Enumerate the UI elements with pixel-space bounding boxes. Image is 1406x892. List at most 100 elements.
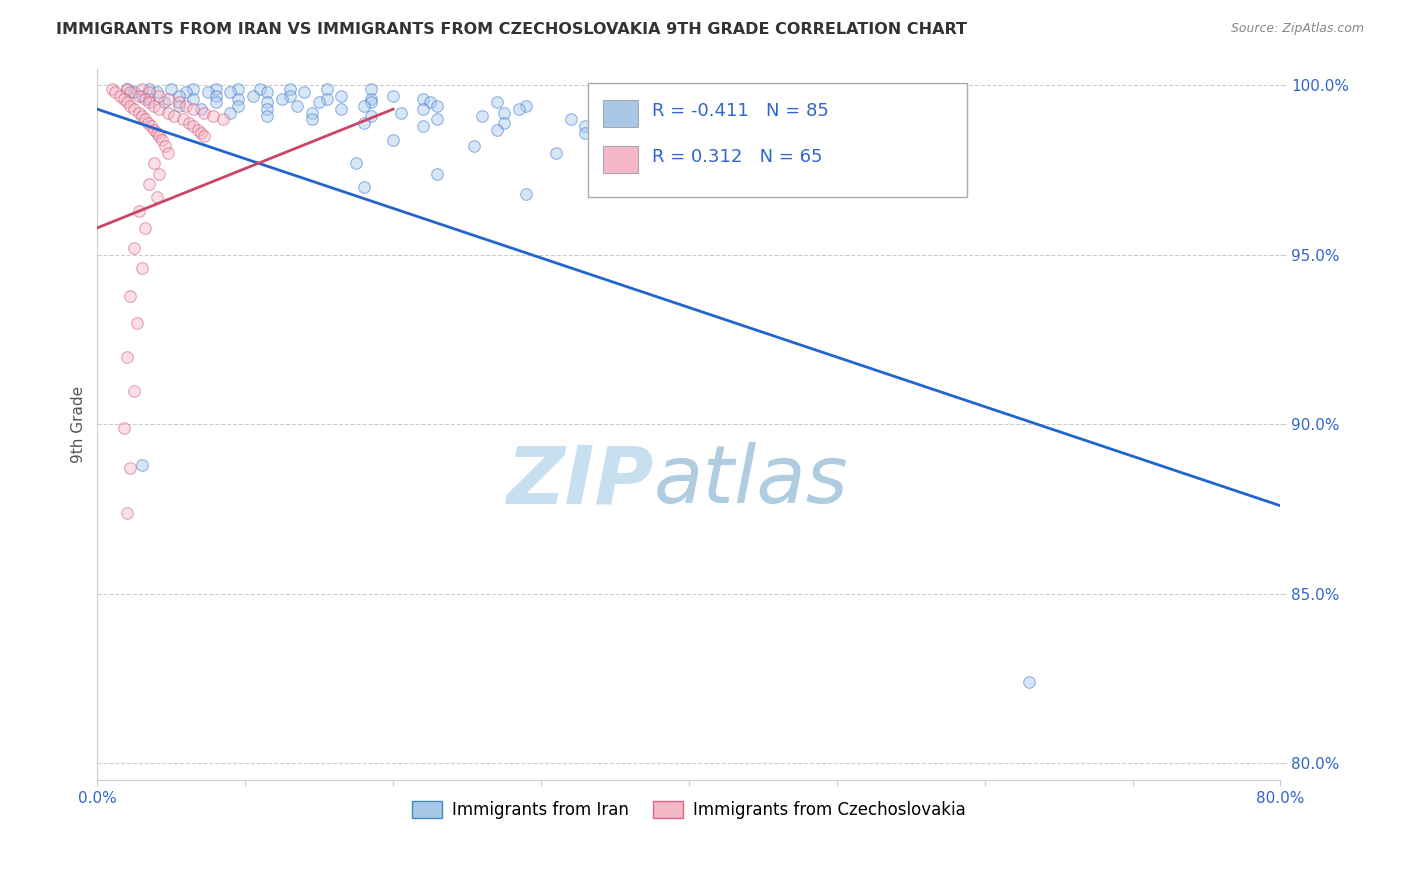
Point <box>148 129 170 144</box>
Point <box>212 112 235 127</box>
Point <box>128 105 150 120</box>
FancyBboxPatch shape <box>603 146 638 173</box>
Point <box>353 99 375 113</box>
Point <box>157 146 180 161</box>
Point <box>201 109 224 123</box>
Point <box>118 99 141 113</box>
Point <box>256 109 278 123</box>
Point <box>308 95 330 110</box>
Point <box>118 461 141 475</box>
Point <box>148 88 170 103</box>
Point <box>190 126 212 140</box>
Point <box>1018 675 1040 690</box>
Point <box>131 458 153 472</box>
Point <box>118 85 141 99</box>
Point <box>412 102 434 116</box>
Point <box>124 85 146 99</box>
Text: IMMIGRANTS FROM IRAN VS IMMIGRANTS FROM CZECHOSLOVAKIA 9TH GRADE CORRELATION CHA: IMMIGRANTS FROM IRAN VS IMMIGRANTS FROM … <box>56 22 967 37</box>
Point <box>183 119 205 133</box>
Point <box>330 102 353 116</box>
Point <box>155 139 177 153</box>
Point <box>492 105 515 120</box>
Point <box>142 156 165 170</box>
Point <box>142 99 165 113</box>
FancyBboxPatch shape <box>588 83 967 196</box>
Point <box>382 133 405 147</box>
Point <box>412 92 434 106</box>
Point <box>115 82 138 96</box>
Point <box>148 167 170 181</box>
Point <box>134 92 156 106</box>
Text: R = 0.312   N = 65: R = 0.312 N = 65 <box>652 148 823 167</box>
Point <box>544 146 567 161</box>
Point <box>360 109 382 123</box>
Point <box>204 88 226 103</box>
Point <box>226 82 249 96</box>
Point <box>648 116 671 130</box>
Point <box>330 88 353 103</box>
Point <box>226 92 249 106</box>
Point <box>301 112 323 127</box>
Point <box>136 116 159 130</box>
Point <box>242 88 264 103</box>
Point <box>115 82 138 96</box>
Point <box>360 95 382 110</box>
Point <box>104 85 127 99</box>
Point <box>183 82 205 96</box>
Point <box>256 95 278 110</box>
Point <box>353 116 375 130</box>
Point <box>412 119 434 133</box>
Point <box>153 95 176 110</box>
Point <box>163 109 186 123</box>
Point <box>115 95 138 110</box>
Point <box>471 109 494 123</box>
Text: atlas: atlas <box>654 442 848 520</box>
Point <box>112 92 135 106</box>
FancyBboxPatch shape <box>603 100 638 127</box>
Point <box>131 88 153 103</box>
Point <box>172 112 194 127</box>
Point <box>315 92 337 106</box>
Point <box>204 82 226 96</box>
Point <box>101 82 124 96</box>
Point <box>256 102 278 116</box>
Point <box>138 95 160 110</box>
Point <box>124 102 146 116</box>
Point <box>515 99 537 113</box>
Point <box>485 95 508 110</box>
Point <box>127 316 149 330</box>
Point <box>124 241 146 255</box>
Point <box>128 88 150 103</box>
Point <box>463 139 485 153</box>
Point <box>360 92 382 106</box>
Point <box>134 112 156 127</box>
Point <box>382 88 405 103</box>
Point <box>145 190 167 204</box>
Point <box>138 82 160 96</box>
Y-axis label: 9th Grade: 9th Grade <box>72 386 86 463</box>
Point <box>177 116 200 130</box>
Point <box>160 82 183 96</box>
Text: R = -0.411   N = 85: R = -0.411 N = 85 <box>652 103 830 120</box>
Point <box>492 116 515 130</box>
Point <box>167 99 190 113</box>
Point <box>183 92 205 106</box>
Point <box>138 177 160 191</box>
Point <box>157 92 180 106</box>
Point <box>662 122 685 136</box>
Point <box>485 122 508 136</box>
Point <box>389 105 412 120</box>
Point <box>174 85 197 99</box>
Point <box>612 102 634 116</box>
Point <box>426 167 449 181</box>
Point <box>131 261 153 276</box>
Point <box>574 119 596 133</box>
Point <box>574 126 596 140</box>
Point <box>219 85 242 99</box>
Text: ZIP: ZIP <box>506 442 654 520</box>
Point <box>219 105 242 120</box>
Point <box>167 95 190 110</box>
Point <box>278 88 301 103</box>
Point <box>193 129 215 144</box>
Point <box>115 506 138 520</box>
